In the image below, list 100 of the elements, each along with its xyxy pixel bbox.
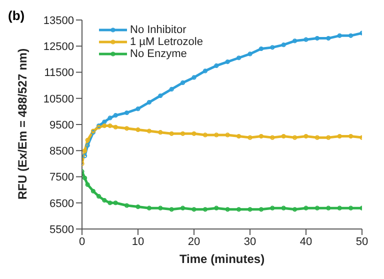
- point: [236, 207, 242, 212]
- chart-title: (b): [8, 8, 25, 23]
- point: [169, 131, 174, 136]
- point: [337, 134, 342, 139]
- point: [337, 206, 342, 210]
- point: [214, 132, 219, 138]
- point: [102, 198, 107, 203]
- y-tick-label: 10500: [43, 93, 74, 106]
- point: [82, 176, 88, 180]
- point: [82, 154, 88, 158]
- y-tick-label: 5500: [50, 224, 74, 236]
- point: [108, 124, 112, 128]
- point: [180, 131, 186, 136]
- point: [113, 113, 118, 118]
- point: [82, 148, 88, 153]
- x-tick-label: 30: [244, 236, 256, 248]
- point: [326, 36, 331, 41]
- point: [108, 200, 112, 206]
- point: [292, 38, 298, 44]
- point: [236, 56, 242, 60]
- point: [248, 207, 252, 212]
- point: [314, 135, 320, 140]
- point: [314, 36, 320, 41]
- x-tick-label: 10: [132, 236, 144, 248]
- point: [96, 194, 102, 199]
- point: [136, 127, 140, 132]
- point: [337, 33, 342, 38]
- legend-label: 1 µM Letrozole: [130, 36, 203, 48]
- point: [202, 68, 208, 74]
- x-tick-label: 50: [356, 236, 368, 248]
- point: [85, 143, 90, 148]
- point: [192, 131, 196, 136]
- legend-label: No Inhibitor: [130, 24, 186, 36]
- point: [326, 206, 331, 210]
- point: [292, 207, 298, 212]
- point: [146, 100, 152, 105]
- point: [108, 116, 112, 120]
- point: [270, 206, 275, 210]
- y-tick-label: 11500: [44, 67, 74, 80]
- point: [113, 200, 118, 206]
- x-tick-label: 0: [78, 236, 86, 248]
- point: [236, 134, 242, 139]
- point: [85, 182, 90, 187]
- y-tick-label: 7500: [50, 172, 74, 184]
- point: [102, 120, 107, 124]
- point: [248, 135, 252, 140]
- point: [225, 132, 230, 138]
- y-tick-label: 8500: [50, 146, 74, 158]
- point: [326, 135, 331, 140]
- point: [348, 134, 354, 139]
- point: [202, 207, 208, 212]
- point: [258, 207, 264, 212]
- point: [124, 203, 130, 208]
- point: [248, 52, 252, 56]
- point: [348, 33, 354, 38]
- point: [258, 134, 264, 139]
- x-tick-label: 20: [188, 236, 200, 248]
- point: [202, 132, 208, 138]
- point: [292, 135, 298, 140]
- point: [192, 207, 196, 212]
- point: [314, 206, 320, 210]
- y-axis-title: RFU (Ex/Em = 488/527 nm): [15, 48, 30, 200]
- y-tick-label: 6500: [50, 198, 74, 210]
- point: [113, 124, 118, 130]
- x-tick-label: 40: [300, 236, 312, 248]
- point: [146, 128, 152, 134]
- point: [281, 206, 286, 210]
- point: [304, 37, 308, 42]
- y-tick-label: 9500: [50, 119, 74, 132]
- point: [102, 124, 107, 128]
- point: [158, 93, 163, 98]
- point: [348, 206, 354, 210]
- point: [270, 135, 275, 140]
- point: [192, 75, 196, 80]
- point: [124, 110, 130, 116]
- point: [225, 207, 230, 212]
- point: [281, 134, 286, 139]
- point: [180, 80, 186, 85]
- point: [214, 63, 219, 68]
- point: [158, 206, 163, 210]
- point: [136, 204, 140, 210]
- point: [304, 206, 308, 210]
- point: [158, 130, 163, 135]
- point: [90, 188, 96, 194]
- point: [270, 45, 275, 50]
- point: [169, 207, 174, 212]
- point: [85, 138, 90, 142]
- point: [281, 42, 286, 48]
- point: [124, 126, 130, 131]
- y-tick-label: 12500: [43, 41, 74, 54]
- point: [214, 206, 219, 210]
- point: [258, 46, 264, 52]
- x-axis-title: Time (minutes): [179, 252, 265, 266]
- point: [169, 86, 174, 92]
- point: [304, 134, 308, 139]
- point: [146, 206, 152, 210]
- point: [136, 106, 140, 112]
- line-series: [82, 169, 362, 212]
- y-tick-label: 13500: [43, 14, 74, 27]
- legend-label: No Enzyme: [130, 48, 187, 60]
